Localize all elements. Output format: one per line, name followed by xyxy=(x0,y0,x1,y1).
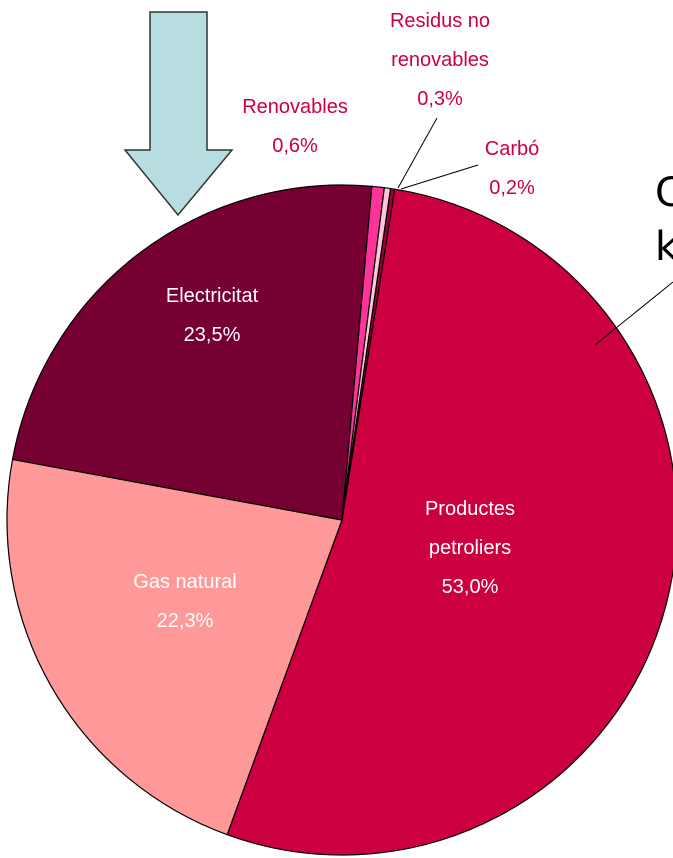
value-label: 23,5% xyxy=(183,324,241,346)
slice-label: Electricitat 23,5% xyxy=(112,277,312,355)
leader-line xyxy=(594,281,673,346)
value-label: 22,3% xyxy=(156,610,214,632)
category-label: Electricitat xyxy=(165,285,259,307)
pie-slice xyxy=(226,188,673,856)
value-label: 0,2% xyxy=(489,177,535,199)
value-label: 0,3% xyxy=(417,88,463,110)
arrow xyxy=(123,11,234,217)
category-label: Residus no renovables xyxy=(389,10,491,71)
category-label: Carbó xyxy=(484,138,540,160)
annotation: k xyxy=(655,224,673,270)
category-label: Renovables xyxy=(242,96,348,118)
category-label: Productes petroliers xyxy=(424,498,516,559)
annotation: C xyxy=(655,170,673,216)
slice-label: Productes petroliers 53,0% xyxy=(395,490,545,607)
pie xyxy=(6,184,673,856)
value-label: 0,6% xyxy=(272,135,318,157)
leader-line xyxy=(397,117,438,189)
pie-slice xyxy=(6,458,343,836)
value-label: 53,0% xyxy=(441,576,499,598)
slice-label: Gas natural 22,3% xyxy=(85,563,285,641)
pie-slice xyxy=(11,184,373,521)
leader-line xyxy=(400,164,479,190)
category-label: Gas natural xyxy=(133,571,237,593)
slice-label: Carbó 0,2% xyxy=(462,130,562,208)
slice-label: Renovables 0,6% xyxy=(215,88,375,166)
slice-label: Residus no renovables 0,3% xyxy=(355,2,525,119)
